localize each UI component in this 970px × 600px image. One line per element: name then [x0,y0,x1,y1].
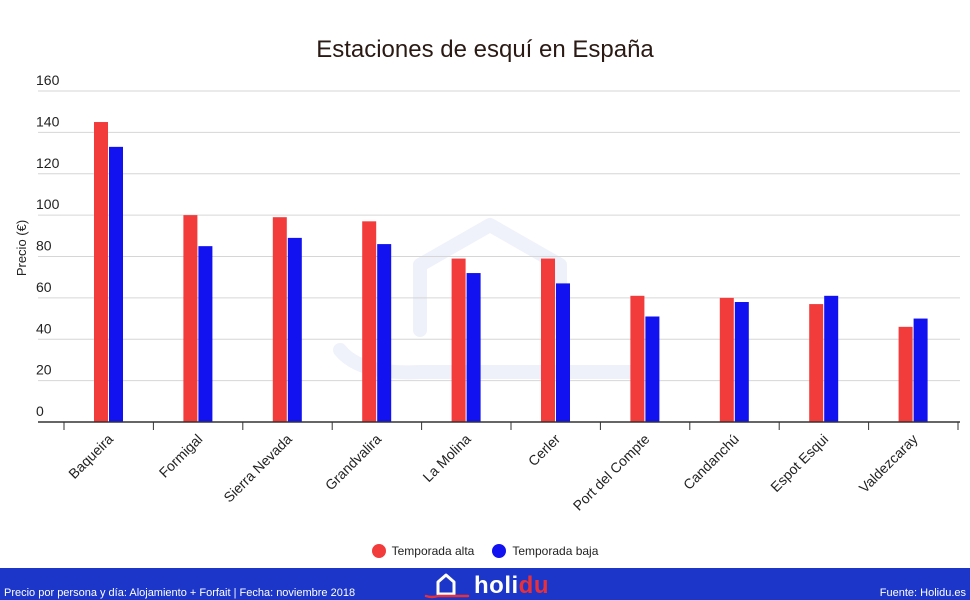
bar-temporada-baja [109,146,123,422]
bar-temporada-alta [541,258,555,422]
bar-temporada-baja [734,302,749,422]
bar-temporada-baja [913,318,928,422]
legend-item-temporada-baja: Temporada baja [492,544,598,558]
bar-temporada-baja [377,244,392,422]
bar-series [94,122,928,422]
y-axis-label: Precio (€) [14,220,29,276]
bar-temporada-baja [466,273,481,422]
y-tick-label: 60 [36,279,52,295]
y-tick-label: 80 [36,238,52,254]
x-axis: Baqueira Formigal Sierra Nevada Grandvalira… [38,421,960,514]
chart-title: Estaciones de esquí en España [316,36,654,63]
bar-temporada-alta [272,217,287,422]
brand-prefix: holi [474,572,519,599]
bar-temporada-baja [556,283,570,422]
legend-label-temporada-baja: Temporada baja [512,544,599,558]
x-tick-label: Candanchú [680,431,742,493]
brand-suffix: du [518,572,549,599]
footer-source: Fuente: Holidu.es [879,587,966,599]
x-tick-label: Formigal [156,431,206,481]
x-tick-label: Sierra Nevada [220,431,295,506]
bar-temporada-baja [198,246,213,422]
x-tick-label: Grandvalira [322,431,385,494]
y-axis-ticks: 0 20 40 60 80 100 120 140 160 [36,72,60,419]
legend-swatch-temporada-baja [492,544,507,558]
y-tick-label: 140 [36,113,60,129]
bar-temporada-baja [287,237,302,422]
footer-bar: Precio por persona y día: Alojamiento + … [0,568,970,600]
house-pin-icon [424,573,470,599]
bar-temporada-alta [719,297,734,422]
bar-chart: 0 20 40 60 80 100 120 140 160 Baqueira Formigal Si… [14,72,960,514]
bar-temporada-alta [94,122,108,422]
bar-temporada-alta [451,258,466,422]
bar-temporada-alta [809,304,824,422]
x-tick-label: Valdezcaray [856,431,921,496]
bar-temporada-baja [824,295,839,422]
x-tick-label: Baqueira [65,431,116,482]
bar-temporada-baja [645,316,660,422]
brand-name: holidu [474,572,549,600]
bar-temporada-alta [183,215,198,422]
legend-swatch-temporada-alta [371,544,386,558]
y-tick-label: 0 [36,403,44,419]
chart-legend: Temporada alta Temporada baja [0,544,970,558]
x-tick-label: Cerler [525,431,564,470]
y-tick-label: 160 [36,72,60,88]
x-tick-label: La Molina [419,431,473,485]
legend-label-temporada-alta: Temporada alta [391,544,475,558]
legend-item-temporada-alta: Temporada alta [371,544,475,558]
y-tick-label: 20 [36,362,52,378]
footer-note: Precio por persona y día: Alojamiento + … [4,587,356,599]
bar-temporada-alta [362,221,377,422]
y-tick-label: 100 [36,196,60,212]
x-tick-label: Espot Esqui [767,431,831,495]
bar-temporada-alta [898,326,913,422]
bar-temporada-alta [630,295,645,422]
y-tick-label: 40 [36,320,52,336]
x-tick-label: Port del Compte [570,431,653,514]
y-tick-label: 120 [36,155,60,171]
holidu-logo: holidu [424,570,549,600]
